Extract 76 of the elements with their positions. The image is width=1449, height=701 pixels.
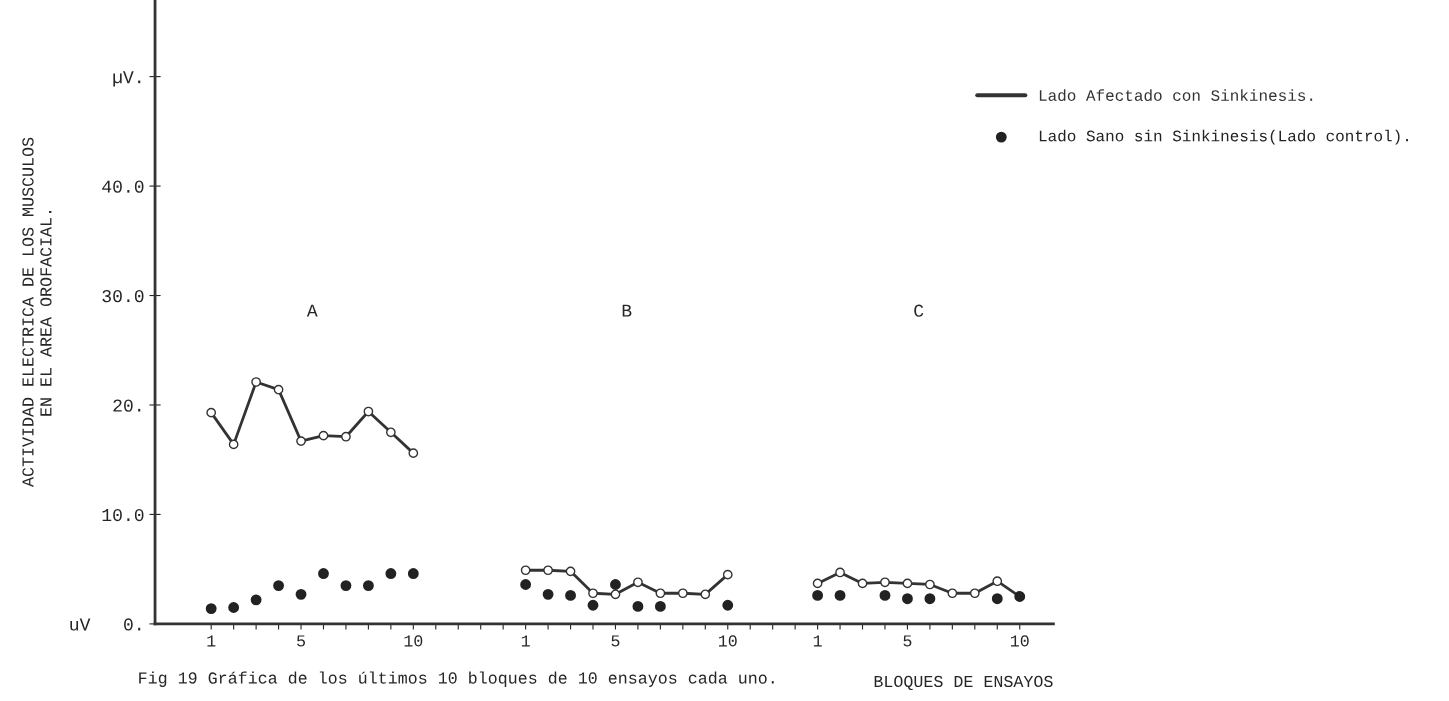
point <box>296 436 306 446</box>
y-tick-label: 40.0 <box>102 180 144 193</box>
point <box>610 589 621 600</box>
y-tick-label: µV. <box>113 71 141 87</box>
y-tick-label: 20. <box>113 399 141 412</box>
point <box>879 590 891 601</box>
x-tick-label: 10 <box>404 635 423 647</box>
point <box>228 602 240 613</box>
annotation: A <box>306 304 318 317</box>
point <box>610 579 621 590</box>
legend-label: Lado Sano sin Sinkinesis(Lado control). <box>1039 129 1408 145</box>
point <box>722 569 733 580</box>
annotation: B <box>622 304 632 317</box>
point <box>677 588 688 599</box>
point <box>588 588 598 599</box>
point <box>633 577 643 588</box>
point <box>250 594 262 606</box>
point <box>341 431 351 442</box>
x-tick-label: 1 <box>813 635 822 647</box>
point <box>924 593 936 605</box>
point <box>542 588 554 600</box>
point <box>834 590 846 601</box>
point <box>992 576 1003 587</box>
point <box>318 430 329 441</box>
point <box>385 568 397 579</box>
annotation: C <box>914 304 924 317</box>
point <box>969 588 980 599</box>
y-axis-title: ACTIVIDAD ELECTRICA DE LOS MUSCULOS EN EL AREA OROFACIAL. <box>22 137 52 487</box>
point <box>812 578 823 589</box>
point <box>273 580 284 592</box>
point <box>654 600 666 612</box>
point <box>947 588 958 599</box>
point <box>835 567 845 578</box>
point <box>587 599 599 611</box>
point <box>295 588 307 600</box>
point <box>902 593 913 605</box>
point <box>407 568 419 579</box>
x-tick-label: 10 <box>718 635 737 647</box>
point <box>902 578 913 589</box>
x-tick-label: 5 <box>611 635 620 647</box>
point <box>228 439 239 450</box>
y-tick-label: uV 0. <box>70 618 141 631</box>
y-tick-label: 10.0 <box>102 508 144 522</box>
point <box>520 565 531 576</box>
point <box>520 579 532 590</box>
point <box>655 588 666 599</box>
point <box>632 600 644 612</box>
y-tick-label: 30.0 <box>102 289 144 303</box>
x-tick-label: 1 <box>207 635 216 647</box>
x-tick-label: 5 <box>297 635 305 647</box>
point <box>880 577 890 588</box>
point <box>991 593 1003 605</box>
point <box>273 384 284 395</box>
point <box>565 590 576 601</box>
point <box>340 580 352 592</box>
caption: Fig 19 Gráfica de los últimos 10 bloques de 10 ensayos cada uno. <box>139 671 774 687</box>
x-axis-title: BLOQUES DE ENSAYOS <box>874 675 1053 691</box>
point <box>205 603 217 614</box>
point <box>206 407 217 418</box>
point <box>925 579 935 590</box>
point <box>251 377 261 387</box>
point <box>722 599 734 611</box>
point <box>543 565 553 576</box>
point <box>386 427 396 438</box>
point <box>318 568 329 579</box>
point <box>700 589 711 600</box>
point <box>857 578 868 589</box>
x-tick-label: 10 <box>1010 635 1029 647</box>
legend-label: Lado Afectado con Sinkinesis. <box>1039 89 1313 102</box>
x-tick-label: 1 <box>521 635 530 647</box>
x-tick-label: 5 <box>903 635 912 647</box>
point <box>812 590 824 601</box>
point <box>363 406 374 417</box>
point <box>362 580 374 592</box>
point <box>408 448 419 459</box>
point <box>565 566 576 577</box>
